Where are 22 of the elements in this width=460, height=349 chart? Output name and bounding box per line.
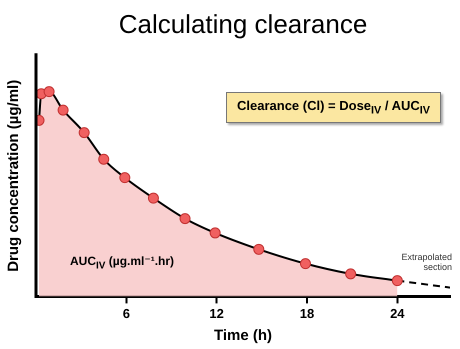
point <box>180 213 191 224</box>
chart-title: Calculating clearance <box>118 8 368 39</box>
point <box>253 244 264 255</box>
point <box>148 192 159 204</box>
x-tick-label: 6 <box>122 306 130 321</box>
point <box>300 258 311 270</box>
point <box>98 154 110 165</box>
annotation: Extrapolated section <box>400 252 452 272</box>
x-axis-title: Time (h) <box>214 327 272 344</box>
annotation: Clearance (Cl) = Dose$_{IV}$ / AUC$_{IV}$ <box>226 92 442 123</box>
point <box>58 104 69 116</box>
x-tick-label: 24 <box>390 306 406 321</box>
point <box>78 127 90 138</box>
x-tick-label: 18 <box>300 306 314 321</box>
annotation: AUC$_{IV}$ (µg.ml⁻¹.hr) <box>70 254 174 272</box>
point <box>210 227 221 238</box>
y-axis-title: Drug concentration (µg/ml) <box>5 80 22 272</box>
point <box>392 275 403 286</box>
point <box>44 86 55 98</box>
x-tick-label: 12 <box>209 306 224 321</box>
point <box>119 172 130 184</box>
point <box>345 268 356 280</box>
